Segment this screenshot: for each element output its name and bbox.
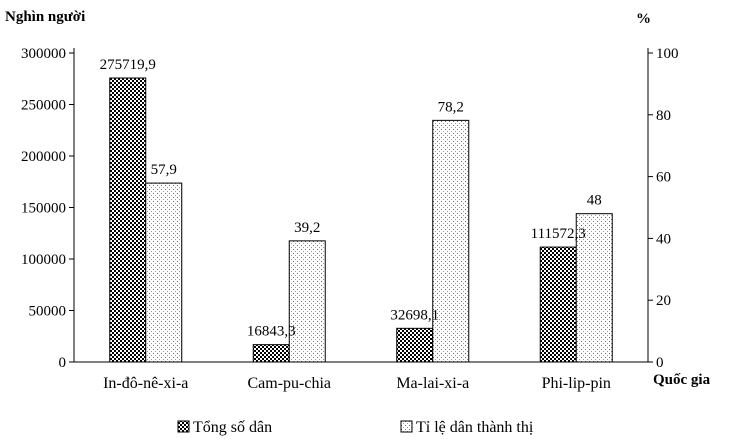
left-tick-label: 150000 (21, 201, 66, 217)
right-tick-label: 20 (656, 293, 671, 309)
legend: Tổng số dân Tỉ lệ dân thành thị (177, 419, 534, 436)
data-label-urban-rate: 57,9 (151, 162, 177, 178)
data-label-total-population: 16843,3 (247, 324, 296, 340)
data-label-total-population: 111572,3 (531, 226, 586, 242)
left-tick-label: 0 (59, 355, 67, 371)
left-axis-title: Nghìn người (5, 9, 85, 25)
right-tick-label: 80 (656, 108, 671, 124)
bar-urban-rate (432, 119, 470, 363)
bar-urban-rate (145, 182, 183, 363)
data-label-total-population: 32698,1 (390, 307, 439, 323)
right-axis-title: % (636, 11, 651, 27)
data-label-urban-rate: 78,2 (438, 99, 464, 115)
data-label-urban-rate: 39,2 (294, 220, 320, 236)
right-tick-label: 40 (656, 231, 671, 247)
legend-label-total-population: Tổng số dân (193, 419, 272, 436)
legend-swatch-total-population (177, 420, 190, 433)
right-tick-label: 0 (656, 355, 664, 371)
category-label: Ma-lai-xi-a (396, 375, 469, 392)
bar-total-population (109, 77, 147, 363)
left-tick-label: 50000 (29, 304, 67, 320)
category-label: In-đô-nê-xi-a (103, 375, 188, 392)
right-tick-label: 60 (656, 170, 671, 186)
category-label: Phi-lip-pin (542, 375, 611, 392)
left-tick-label: 200000 (21, 149, 66, 165)
left-tick-label: 100000 (21, 252, 66, 268)
bar-total-population (539, 246, 577, 363)
bar-total-population (252, 344, 290, 363)
right-tick-label: 100 (656, 46, 679, 62)
x-axis-title: Quốc gia (653, 372, 711, 388)
legend-label-urban-rate: Tỉ lệ dân thành thị (416, 419, 534, 436)
category-label: Cam-pu-chia (247, 375, 331, 392)
left-tick-label: 250000 (21, 98, 66, 114)
bar-total-population (396, 327, 434, 363)
left-tick-label: 300000 (21, 46, 66, 62)
bar-urban-rate (575, 213, 613, 363)
data-label-total-population: 275719,9 (100, 57, 156, 73)
legend-swatch-urban-rate (400, 420, 413, 433)
bar-urban-rate (288, 240, 326, 363)
data-label-urban-rate: 48 (587, 193, 602, 209)
